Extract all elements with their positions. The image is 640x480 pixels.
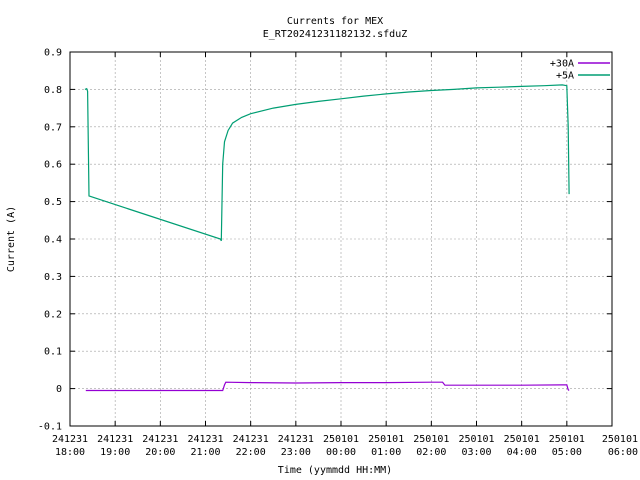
x-tick-time: 03:00	[461, 447, 491, 458]
x-tick-date: 250101	[602, 434, 638, 445]
y-tick-label: 0.2	[44, 309, 62, 320]
y-tick-label: 0.6	[44, 160, 62, 171]
series-line-1	[84, 84, 570, 242]
x-tick-date: 241231	[52, 434, 88, 445]
x-axis-label: Time (yymmdd HH:MM)	[278, 465, 392, 476]
x-tick-time: 18:00	[55, 447, 85, 458]
y-tick-label: 0.5	[44, 197, 62, 208]
y-tick-label: 0.1	[44, 347, 62, 358]
x-tick-date: 250101	[323, 434, 359, 445]
x-tick-date: 250101	[368, 434, 404, 445]
x-tick-time: 23:00	[281, 447, 311, 458]
y-tick-label: 0.8	[44, 85, 62, 96]
x-tick-date: 241231	[142, 434, 178, 445]
x-tick-date: 250101	[549, 434, 585, 445]
x-tick-time: 02:00	[416, 447, 446, 458]
y-axis-label: Current (A)	[6, 206, 17, 272]
x-tick-date: 250101	[458, 434, 494, 445]
x-tick-time: 01:00	[371, 447, 401, 458]
x-tick-date: 241231	[187, 434, 223, 445]
x-tick-time: 22:00	[236, 447, 266, 458]
legend: +30A+5A	[550, 59, 610, 82]
x-tick-date: 241231	[278, 434, 314, 445]
y-tick-label: 0.7	[44, 122, 62, 133]
y-tick-label: 0.3	[44, 272, 62, 283]
x-tick-time: 06:00	[608, 447, 638, 458]
x-tick-date: 250101	[504, 434, 540, 445]
series-layer	[84, 84, 570, 392]
legend-label: +5A	[556, 71, 574, 82]
x-tick-time: 00:00	[326, 447, 356, 458]
x-tick-date: 241231	[97, 434, 133, 445]
y-tick-label: 0.9	[44, 48, 62, 59]
grid	[70, 52, 612, 426]
x-tick-date: 250101	[413, 434, 449, 445]
x-tick-time: 21:00	[190, 447, 220, 458]
x-tick-date: 241231	[233, 434, 269, 445]
series-line-0	[85, 381, 570, 392]
x-tick-time: 20:00	[145, 447, 175, 458]
x-tick-time: 05:00	[552, 447, 582, 458]
y-tick-label: -0.1	[38, 422, 62, 433]
y-tick-label: 0	[56, 384, 62, 395]
y-tick-label: 0.4	[44, 235, 62, 246]
chart-subtitle: E_RT20241231182132.sfduZ	[263, 29, 408, 40]
x-tick-time: 19:00	[100, 447, 130, 458]
chart-title: Currents for MEX	[287, 16, 383, 27]
axis-ticks: -0.1 0 0.1 0.2 0.3 0.4 0.5 0.6 0.7 0.8 0.9 241231 18…	[38, 48, 638, 459]
x-tick-time: 04:00	[507, 447, 537, 458]
legend-label: +30A	[550, 59, 574, 70]
